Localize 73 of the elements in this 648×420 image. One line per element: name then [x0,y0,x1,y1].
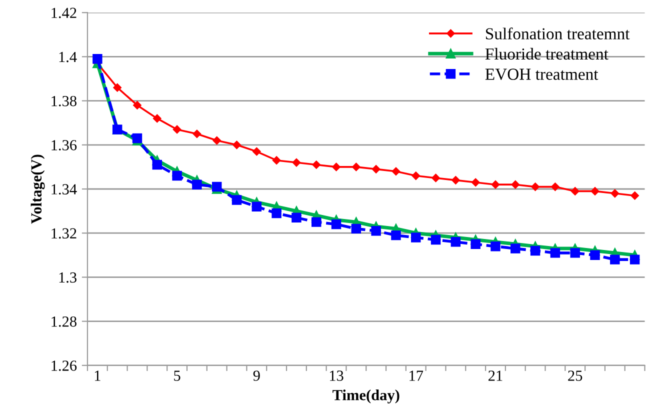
point [372,165,380,174]
point [292,212,302,223]
point [192,180,202,190]
y-axis-title: Voltage(V) [30,154,45,224]
x-tick-label: 25 [568,370,582,381]
point [450,237,461,247]
legend-label: Fluoride treatment [485,48,608,60]
x-tick-label: 5 [174,370,180,381]
point [510,244,520,254]
point [570,187,580,196]
point [530,246,540,256]
point [252,202,262,212]
y-tick-label: 1.36 [52,140,77,150]
point [452,176,460,184]
point [312,160,320,169]
point [490,241,500,252]
point [153,114,162,123]
x-tick-label: 21 [488,370,502,381]
point [232,195,242,205]
x-tick-label: 17 [410,370,424,381]
point [252,147,261,156]
point [192,130,202,138]
point [471,178,480,187]
point [630,254,640,264]
x-axis-title: Time(day) [332,390,400,404]
point [550,248,560,258]
point [232,140,241,150]
y-tick-label: 1.26 [52,360,77,371]
y-tick-label: 1.42 [52,8,76,18]
y-tick-label: 1.32 [52,228,76,239]
point [470,239,480,249]
point [292,158,301,167]
point [630,191,639,200]
y-tick-label: 1.4 [59,52,77,62]
legend-label: EVOH treatment [485,68,598,80]
point [331,219,342,230]
point [172,125,182,134]
y-tick-label: 1.34 [52,184,77,195]
point [152,160,162,170]
point [610,254,620,264]
point [392,167,400,176]
point [212,136,221,145]
point [551,182,560,191]
point [432,174,440,182]
point [352,162,360,172]
y-tick-label: 1.38 [52,96,76,106]
point [411,232,421,242]
point [531,182,540,191]
point [172,170,182,181]
point [511,180,520,189]
point [590,250,600,260]
x-tick-label: 13 [330,370,344,381]
y-tick-label: 1.3 [59,272,76,283]
legend-label: Sulfonation treatemnt [486,28,630,40]
point [272,156,281,164]
x-tick-label: 1 [94,370,100,381]
point [412,172,420,180]
point [391,230,401,240]
point [590,187,600,196]
point [371,226,381,236]
point [92,54,102,64]
point [570,248,580,258]
point [133,101,142,110]
y-tick-label: 1.28 [52,316,76,327]
point [312,217,322,227]
point [610,189,620,198]
point [113,83,122,92]
point [351,224,362,234]
point [272,208,282,218]
point [430,234,441,245]
point [491,180,500,189]
point [332,162,340,172]
x-tick-label: 9 [253,370,260,381]
